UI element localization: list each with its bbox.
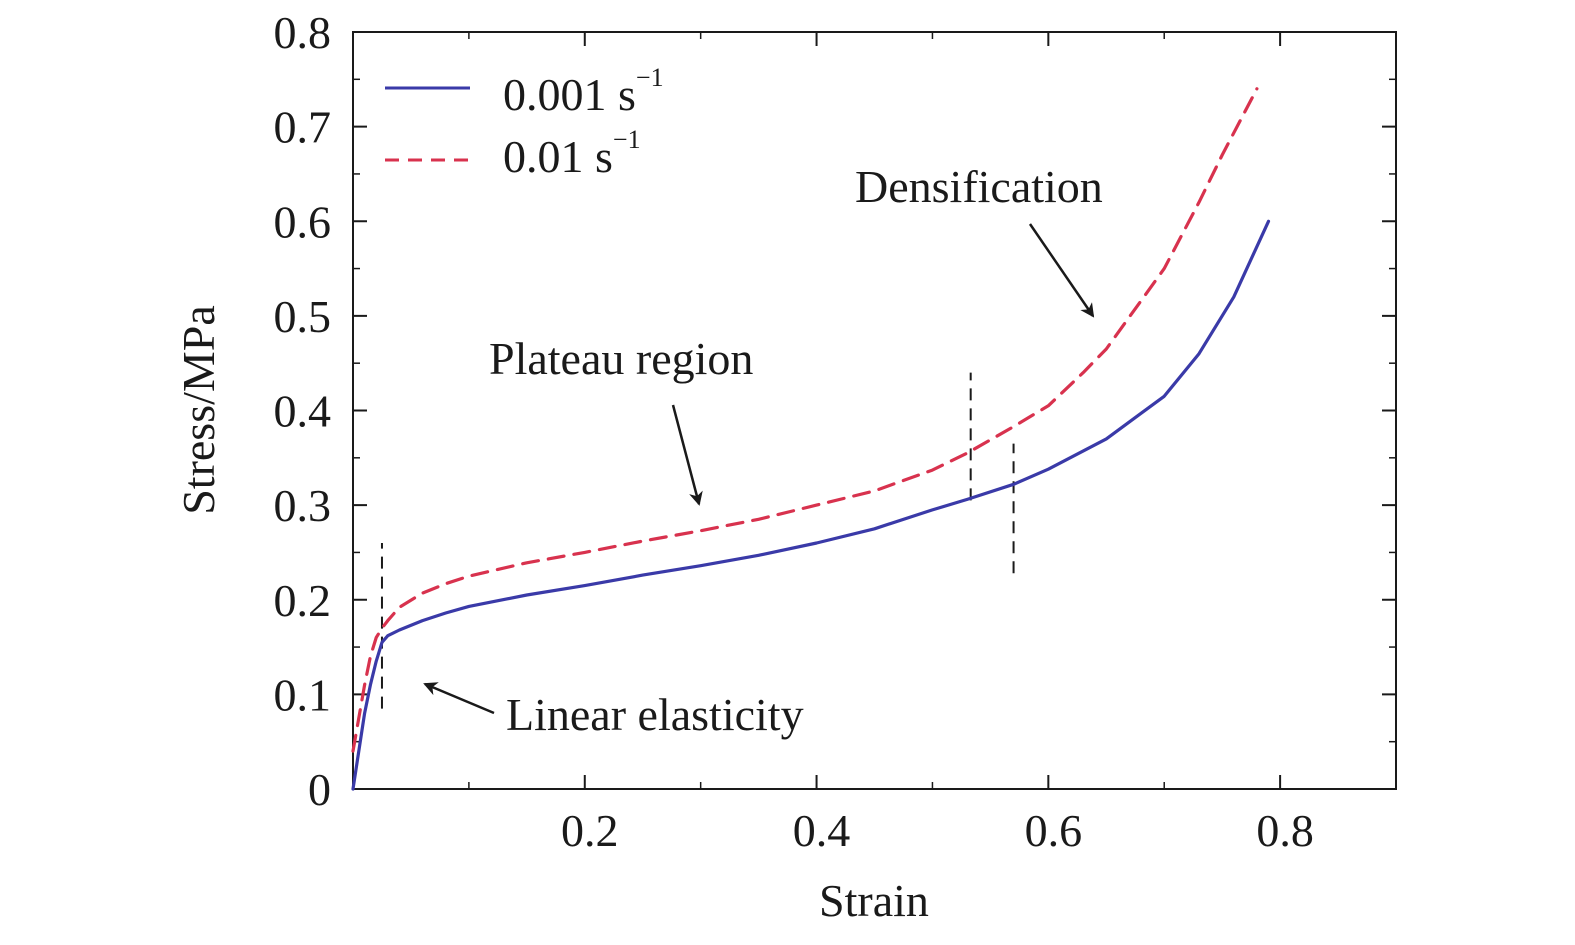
y-tick-label: 0.1 — [274, 669, 332, 720]
annotation-densification: Densification — [855, 161, 1103, 318]
annotation-linear-elasticity-label: Linear elasticity — [506, 689, 804, 740]
y-tick-label: 0.7 — [274, 102, 332, 153]
legend-label-series-2: 0.01 s−1 — [503, 125, 641, 182]
series-line-0001 — [351, 219, 1271, 791]
x-tick-label: 0.4 — [793, 805, 851, 856]
x-axis-ticks: 0.2 0.4 0.6 0.8 — [468, 32, 1314, 856]
region-dividers — [380, 372, 1015, 709]
annotation-densification-label: Densification — [855, 161, 1103, 212]
annotation-linear-elasticity: Linear elasticity — [423, 682, 804, 740]
series-lines — [351, 87, 1271, 791]
x-axis-label: Strain — [819, 875, 929, 926]
annotation-plateau: Plateau region — [489, 333, 753, 506]
x-tick-label: 0.6 — [1025, 805, 1083, 856]
y-axis-ticks: 0 0.1 0.2 0.3 0.4 0.5 0.6 0.7 0.8 — [274, 7, 1396, 815]
y-axis-label: Stress/MPa — [173, 305, 224, 515]
annotation-plateau-label: Plateau region — [489, 333, 753, 384]
y-tick-label: 0.3 — [274, 480, 332, 531]
y-tick-label: 0.6 — [274, 196, 332, 247]
legend-label-series-1: 0.001 s−1 — [503, 63, 664, 120]
annotation-densification-arrow — [1028, 223, 1095, 318]
annotation-linear-elasticity-arrow — [423, 682, 495, 715]
y-tick-label: 0.8 — [274, 7, 332, 58]
annotation-plateau-arrow — [671, 404, 703, 506]
y-tick-label: 0.2 — [274, 575, 332, 626]
y-tick-label: 0 — [308, 764, 331, 815]
legend: 0.001 s−1 0.01 s−1 — [385, 63, 664, 182]
x-tick-label: 0.2 — [561, 805, 619, 856]
series-line-001 — [351, 87, 1259, 753]
y-tick-label: 0.5 — [274, 291, 332, 342]
y-tick-label: 0.4 — [274, 386, 332, 437]
x-tick-label: 0.8 — [1256, 805, 1314, 856]
